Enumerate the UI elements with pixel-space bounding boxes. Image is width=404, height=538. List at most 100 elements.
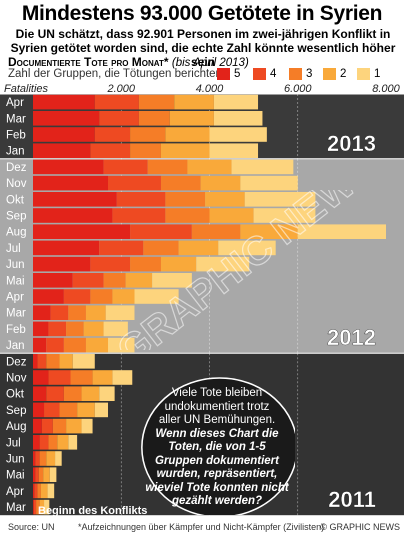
legend-item-1: 1 — [357, 68, 380, 80]
bar-segment-3 — [90, 289, 113, 304]
bar-segment-4 — [94, 94, 139, 110]
bar-segment-2 — [43, 467, 50, 482]
bar-segment-1 — [213, 94, 259, 110]
legend-swatch — [323, 68, 336, 80]
bar-segment-5 — [33, 224, 131, 239]
bar-segment-2 — [66, 418, 82, 434]
bar-segment-2 — [178, 240, 219, 256]
month-label: Mar — [6, 502, 26, 514]
bar-segment-5 — [33, 240, 100, 256]
bar-segment-3 — [59, 402, 78, 418]
month-label: Nov — [6, 373, 27, 385]
month-label: Feb — [6, 324, 26, 336]
month-label: Nov — [6, 178, 27, 190]
bar-segment-3 — [63, 337, 86, 353]
bar-segment-2 — [125, 273, 153, 288]
bar-segment-4 — [116, 192, 166, 207]
bar-segment-1 — [152, 273, 192, 288]
bar-segment-3 — [143, 240, 179, 256]
bar-segment-2 — [85, 337, 109, 353]
bar-segment-4 — [72, 273, 104, 288]
bar-segment-5 — [33, 386, 47, 401]
bar-segment-2 — [240, 224, 298, 239]
bar-segment-2 — [160, 256, 197, 272]
bar-segment-5 — [33, 111, 100, 126]
month-label: Sep — [6, 211, 26, 223]
month-label: Mar — [6, 113, 26, 125]
bar-segment-2 — [77, 402, 95, 418]
month-label: Dez — [6, 356, 27, 368]
year-label-2012: 2012 — [327, 325, 376, 350]
legend-item-5: 5 — [217, 68, 240, 80]
bar-segment-5 — [33, 175, 109, 191]
bar-segment-3 — [48, 435, 58, 450]
bar-segment-5 — [33, 289, 64, 304]
bar-segment-5 — [33, 435, 40, 450]
bar-segment-1 — [196, 256, 250, 272]
bar-segment-5 — [33, 451, 36, 466]
bar-segment-5 — [33, 499, 34, 515]
bar-segment-1 — [240, 175, 298, 191]
bar-segment-5 — [33, 337, 47, 353]
bar-segment-5 — [33, 321, 49, 337]
x-tick-label: 6.000 — [284, 83, 312, 95]
bar-segment-5 — [33, 467, 36, 482]
bar-segment-2 — [81, 386, 100, 401]
bar-segment-1 — [105, 305, 135, 320]
bar-segment-5 — [33, 94, 95, 110]
bar-segment-1 — [68, 435, 78, 450]
callout-line-3: aller UN Bemühungen. — [158, 414, 276, 426]
bar-segment-2 — [200, 175, 241, 191]
bar-segment-1 — [209, 127, 267, 142]
bar-segment-2 — [92, 370, 113, 385]
bar-segment-2 — [40, 483, 48, 499]
bar-segment-4 — [48, 321, 67, 337]
bar-segment-4 — [35, 451, 40, 466]
conflict-start-annotation: Beginn des Konflikts — [38, 505, 148, 517]
bar-segment-3 — [138, 111, 170, 126]
bar-segment-4 — [41, 418, 53, 434]
bar-segment-5 — [33, 208, 113, 223]
legend-swatch — [289, 68, 302, 80]
section-label: Documentierte Tote pro Monat* (bis April… — [8, 55, 249, 69]
month-label: Jan — [6, 340, 25, 352]
bar-segment-1 — [209, 143, 259, 158]
bar-segment-1 — [49, 467, 57, 482]
x-tick-label: 4.000 — [196, 83, 224, 95]
bar-segment-1 — [94, 402, 109, 418]
bar-segment-4 — [44, 402, 60, 418]
bar-segment-4 — [103, 159, 148, 175]
bar-segment-3 — [147, 159, 188, 175]
legend-swatch — [217, 68, 230, 80]
month-label: Mai — [6, 470, 25, 482]
month-label: Okt — [6, 194, 25, 206]
legend-label: 1 — [374, 68, 381, 80]
bar-segment-5 — [33, 159, 104, 175]
bar-segment-1 — [99, 386, 115, 401]
bar-segment-2 — [112, 289, 135, 304]
bar-segment-1 — [81, 418, 93, 434]
bar-segment-4 — [90, 143, 131, 158]
month-label: Jul — [6, 437, 21, 449]
bar-segment-4 — [37, 354, 47, 369]
bar-segment-3 — [191, 224, 241, 239]
legend-item-4: 4 — [253, 68, 276, 80]
month-label: Mai — [6, 275, 25, 287]
bar-segment-3 — [66, 321, 84, 337]
month-label: Mar — [6, 308, 26, 320]
month-label: Aug — [6, 421, 26, 433]
bar-segment-4 — [34, 483, 38, 499]
bar-segment-4 — [99, 240, 144, 256]
bar-segment-3 — [130, 143, 161, 158]
bar-segment-3 — [37, 483, 41, 499]
bar-segment-3 — [103, 273, 126, 288]
bar-segment-4 — [94, 127, 131, 142]
bar-segment-5 — [33, 354, 38, 369]
month-label: Okt — [6, 389, 25, 401]
bar-segment-2 — [209, 208, 254, 223]
year-label-2013: 2013 — [327, 131, 376, 156]
bar-segment-2 — [174, 94, 214, 110]
legend-swatch — [253, 68, 266, 80]
bar-segment-3 — [38, 467, 44, 482]
bar-segment-2 — [169, 111, 214, 126]
